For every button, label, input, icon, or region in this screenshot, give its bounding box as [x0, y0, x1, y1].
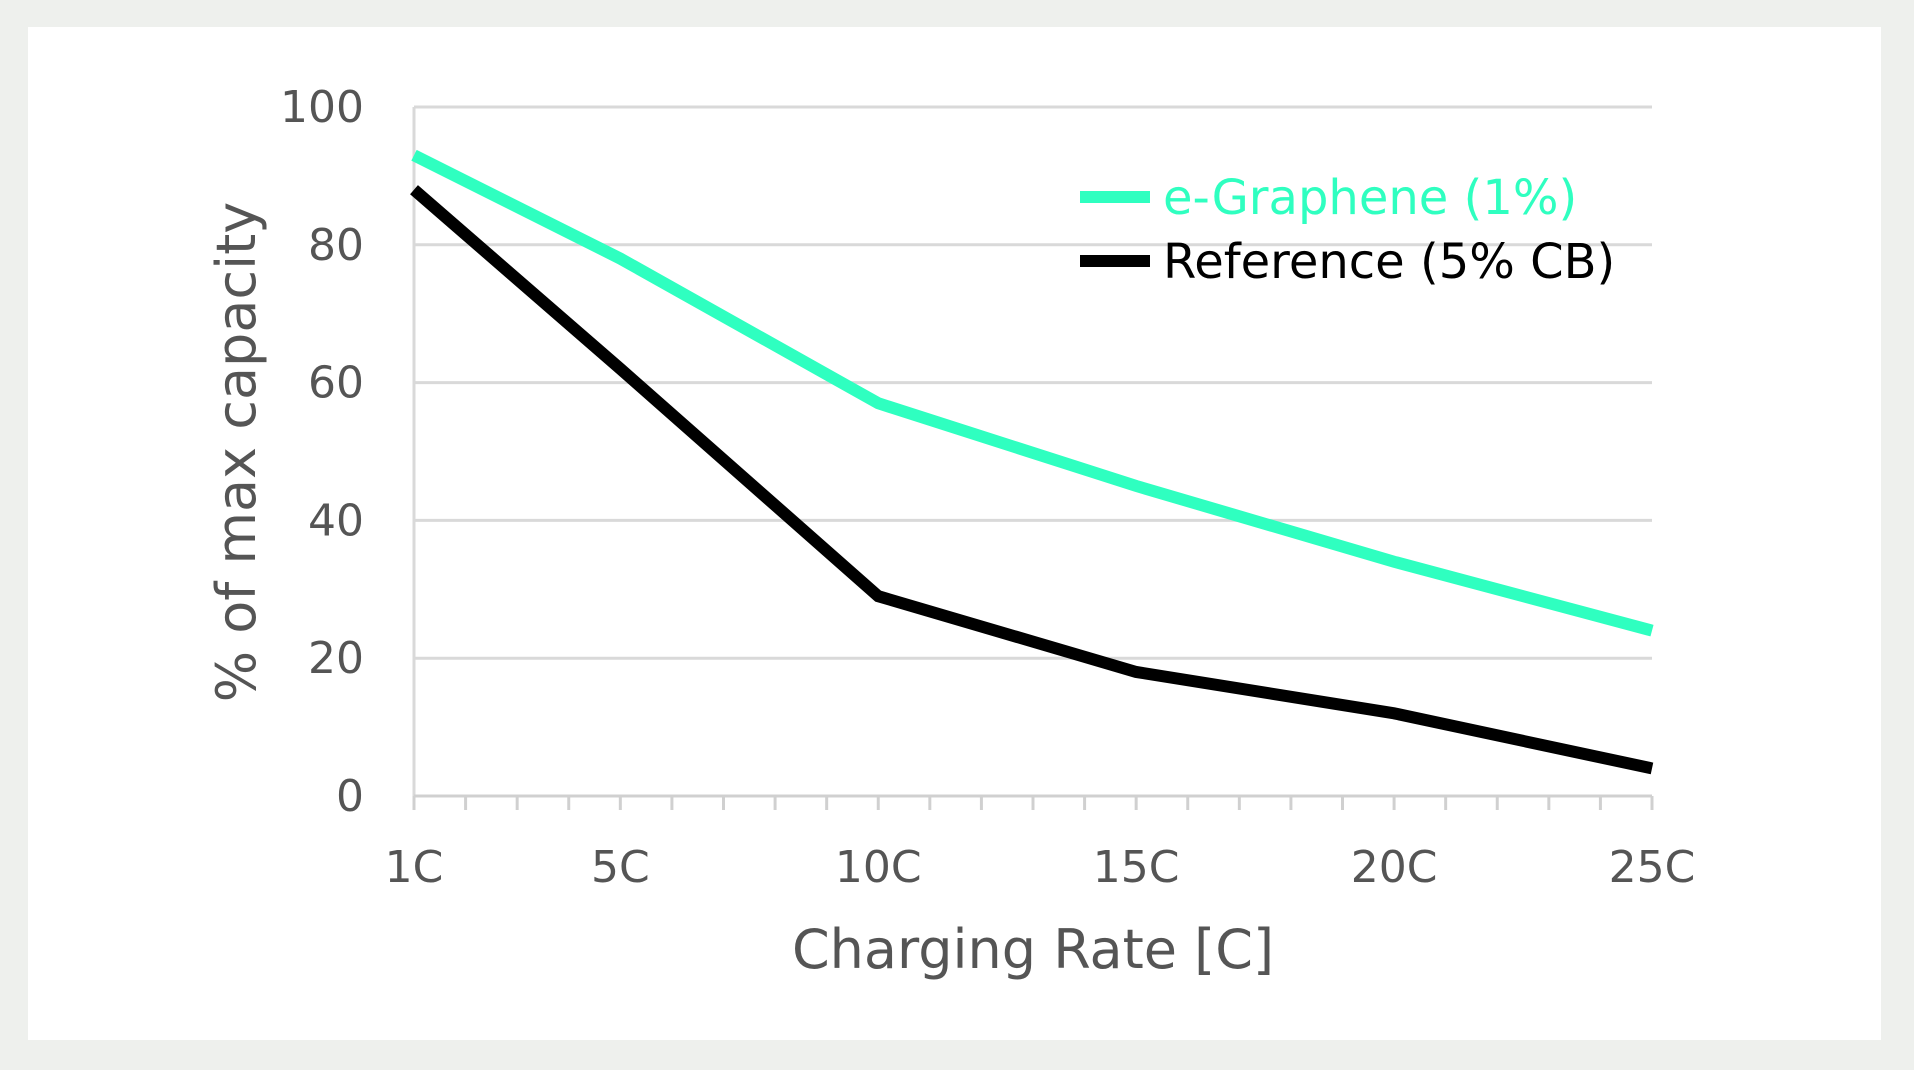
x-axis-title: Charging Rate [C]	[792, 918, 1274, 981]
series-line	[410, 185, 1654, 775]
y-tick-label: 20	[308, 633, 364, 684]
x-tick-label: 10C	[835, 842, 922, 893]
x-tick-label: 25C	[1609, 842, 1696, 893]
legend-label: e-Graphene (1%)	[1163, 170, 1577, 226]
y-tick-label: 60	[308, 358, 364, 409]
chart-card	[28, 27, 1881, 1040]
series-line	[411, 149, 1654, 637]
y-tick-label: 80	[308, 220, 364, 271]
legend-label: Reference (5% CB)	[1163, 234, 1615, 290]
y-axis-title: % of max capacity	[205, 202, 268, 702]
y-tick-label: 40	[308, 495, 364, 546]
x-tick-label: 20C	[1351, 842, 1438, 893]
x-tick-label: 15C	[1093, 842, 1180, 893]
x-tick-label: 5C	[591, 842, 650, 893]
y-tick-label: 0	[336, 771, 364, 822]
y-tick-label: 100	[280, 82, 364, 133]
x-tick-label: 1C	[385, 842, 444, 893]
